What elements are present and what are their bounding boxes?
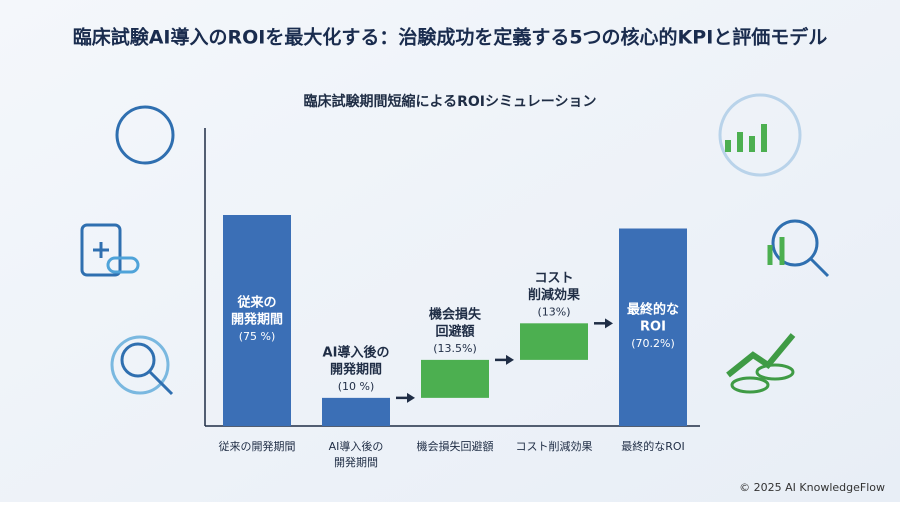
bar-label: 最終的な xyxy=(627,301,679,317)
title: 臨床試験AI導入のROIを最大化する：治験成功を定義する5つの核心的KPIと評価… xyxy=(73,26,828,49)
x-tick-label: 従来の開発期間 xyxy=(219,439,296,453)
value-label: (70.2%) xyxy=(631,337,675,350)
x-tick-line: 従来の開発期間 xyxy=(219,439,296,453)
value-label: (13%) xyxy=(537,305,570,318)
footer: © 2025 AI KnowledgeFlow xyxy=(739,481,885,494)
arrow-head xyxy=(605,318,613,329)
x-tick-label: コスト削減効果 xyxy=(516,439,593,453)
bar-label: AI導入後の xyxy=(323,344,390,360)
bar-label: 回避額 xyxy=(435,323,474,339)
subtitle: 臨床試験期間短縮によるROIシミュレーション xyxy=(304,93,597,110)
x-tick-line: 最終的なROI xyxy=(621,439,685,453)
bar xyxy=(520,323,588,360)
x-tick-label: AI導入後の開発期間 xyxy=(329,439,384,469)
value-label: (13.5%) xyxy=(433,342,477,355)
x-tick-line: コスト削減効果 xyxy=(516,439,593,453)
bar-label: 開発期間 xyxy=(330,361,382,377)
value-label: (75 %) xyxy=(239,330,276,343)
bar-label: 機会損失 xyxy=(429,306,482,322)
bar xyxy=(223,215,291,426)
x-tick-line: 開発期間 xyxy=(334,455,378,469)
x-tick-label: 最終的なROI xyxy=(621,439,685,453)
x-tick-label: 機会損失回避額 xyxy=(417,439,494,453)
bar-label: 従来の xyxy=(236,295,276,311)
value-label: (10 %) xyxy=(338,380,375,393)
bar xyxy=(322,397,390,426)
x-tick-line: 機会損失回避額 xyxy=(417,439,494,453)
bar xyxy=(421,359,489,398)
arrow-head xyxy=(407,392,415,403)
bar-label: 削減効果 xyxy=(528,287,580,303)
bar-label: ROI xyxy=(640,319,666,334)
decor-right xyxy=(718,93,830,394)
bar-label: 開発期間 xyxy=(231,312,283,328)
bar xyxy=(619,228,687,426)
decor-left xyxy=(80,105,175,396)
bar-label: コスト xyxy=(534,271,573,286)
x-tick-line: AI導入後の xyxy=(329,439,384,453)
arrow-head xyxy=(506,354,514,365)
